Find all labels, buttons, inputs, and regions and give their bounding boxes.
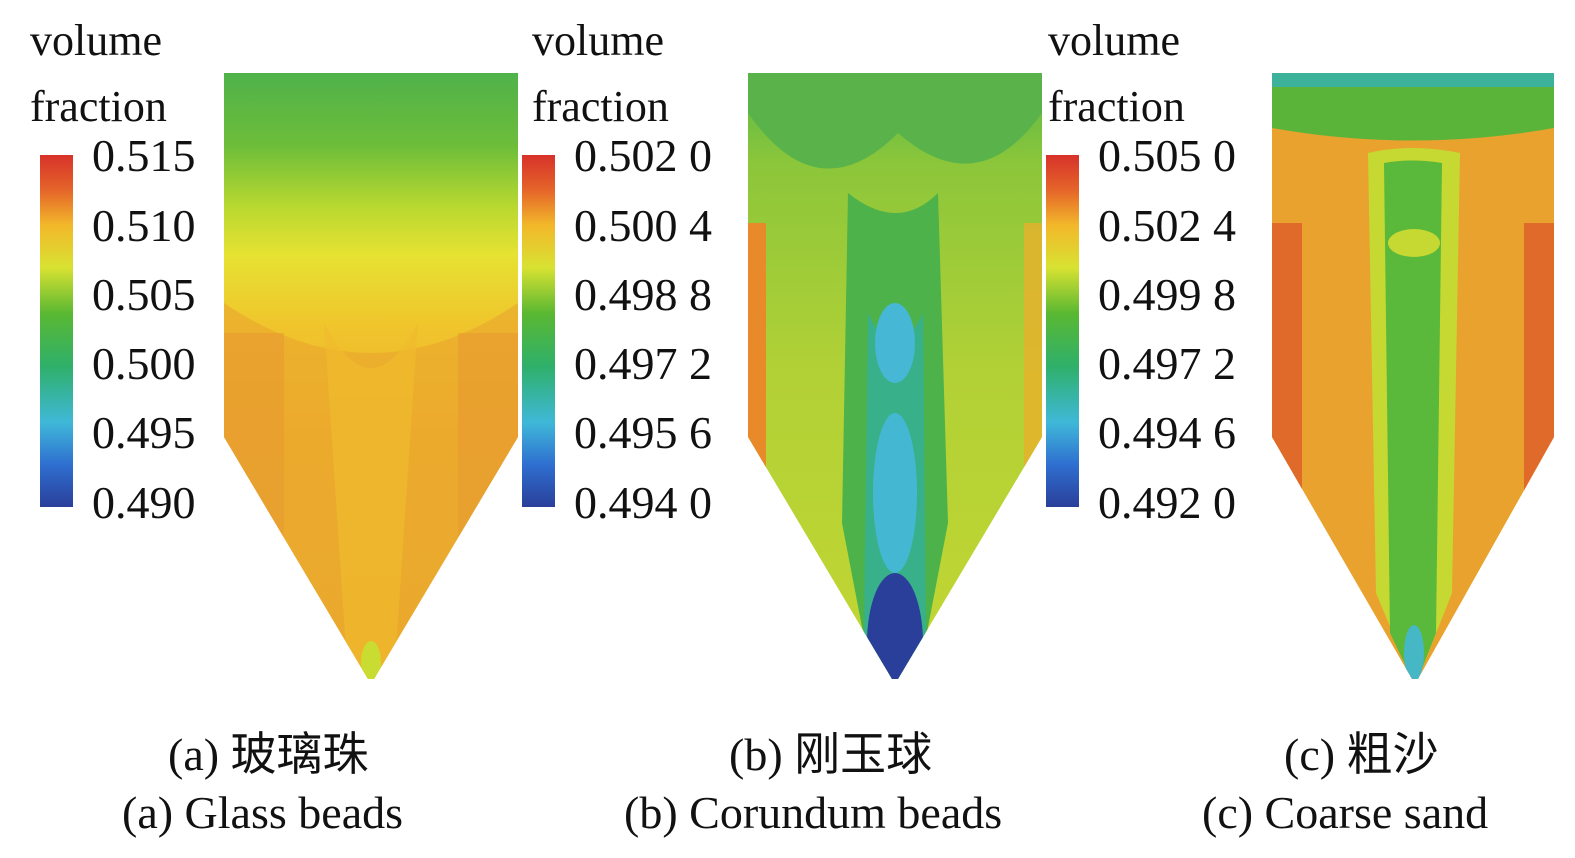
tick-label: 0.505 <box>92 269 196 320</box>
caption-english: (a) Glass beads <box>122 787 404 838</box>
legend-title-line1: volume <box>532 16 664 65</box>
tick-label: 0.497 2 <box>1098 338 1236 389</box>
tick-label: 0.499 8 <box>1098 269 1236 320</box>
colorbar <box>1046 155 1079 507</box>
caption-chinese: (a) 玻璃珠 <box>168 729 369 780</box>
panel-corundum-beads: volume fraction 0.502 0 0.500 4 0.498 8 … <box>522 0 1047 858</box>
tick-label: 0.502 4 <box>1098 200 1236 251</box>
tick-label: 0.502 0 <box>574 130 712 181</box>
tick-label: 0.505 0 <box>1098 130 1236 181</box>
legend-title: volume fraction <box>30 8 167 140</box>
tick-label: 0.497 2 <box>574 338 712 389</box>
legend-title-line2: fraction <box>532 82 669 131</box>
colorbar <box>522 155 555 507</box>
caption-chinese: (c) 粗沙 <box>1284 729 1439 780</box>
caption-english: (b) Corundum beads <box>624 787 1003 838</box>
tick-label: 0.498 8 <box>574 269 712 320</box>
tick-label: 0.494 6 <box>1098 407 1236 458</box>
legend-title-line1: volume <box>1048 16 1180 65</box>
legend-title: volume fraction <box>532 8 669 140</box>
tick-label: 0.492 0 <box>1098 477 1236 528</box>
tick-label: 0.495 <box>92 407 196 458</box>
tick-label: 0.500 <box>92 338 196 389</box>
panel-coarse-sand: volume fraction 0.505 0 0.502 4 0.499 8 … <box>1046 0 1571 858</box>
contour-field-glass-beads <box>224 73 518 679</box>
caption-english: (c) Coarse sand <box>1202 787 1489 838</box>
tick-label: 0.494 0 <box>574 477 712 528</box>
legend-title-line2: fraction <box>1048 82 1185 131</box>
panel-glass-beads: volume fraction 0.515 0.510 0.505 0.500 … <box>0 0 525 858</box>
colorbar <box>40 155 73 507</box>
tick-label: 0.490 <box>92 477 196 528</box>
tick-label: 0.500 4 <box>574 200 712 251</box>
legend-title: volume fraction <box>1048 8 1185 140</box>
contour-field-coarse-sand <box>1272 73 1554 679</box>
contour-field-corundum-beads <box>748 73 1042 679</box>
legend-title-line2: fraction <box>30 82 167 131</box>
tick-label: 0.495 6 <box>574 407 712 458</box>
legend-title-line1: volume <box>30 16 162 65</box>
tick-label: 0.515 <box>92 130 196 181</box>
tick-label: 0.510 <box>92 200 196 251</box>
caption-chinese: (b) 刚玉球 <box>729 729 933 780</box>
